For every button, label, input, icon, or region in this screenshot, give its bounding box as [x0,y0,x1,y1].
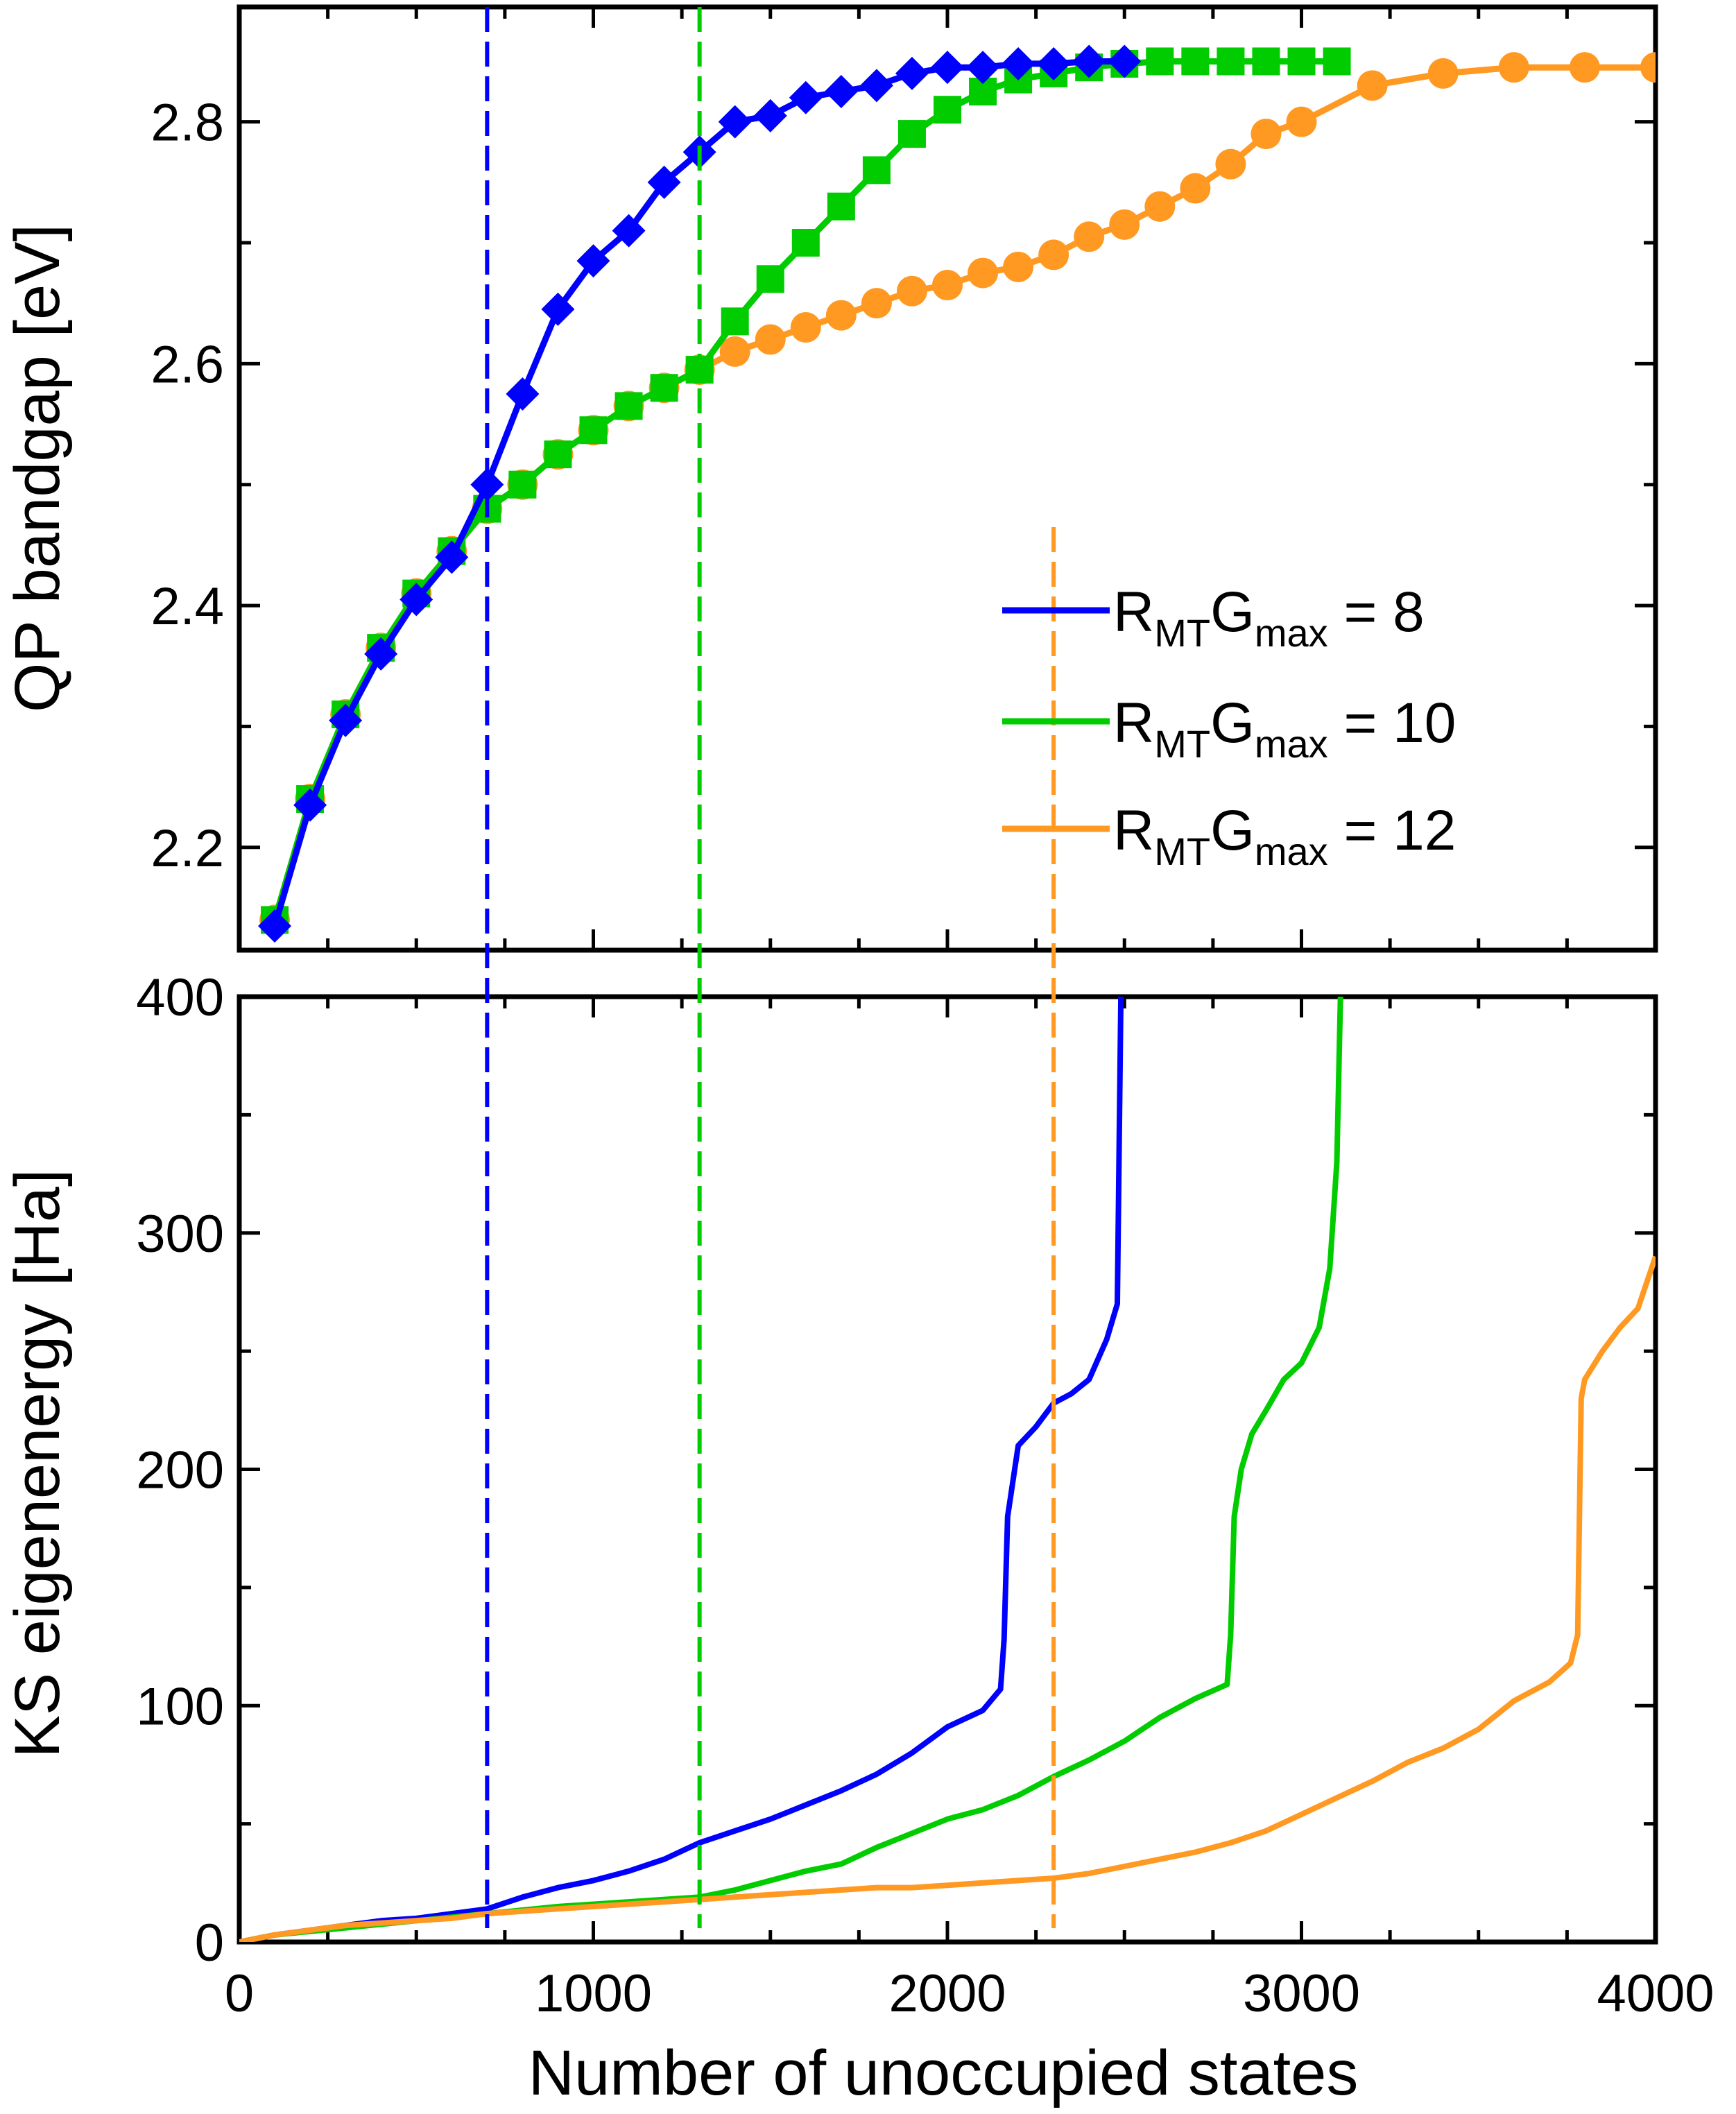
marker-square [1217,47,1245,76]
legend-label-3: RMTGmax = 12 [1113,799,1456,873]
bottom-xtick-label: 3000 [1243,1964,1360,2023]
marker-square [1287,47,1316,76]
marker-square [791,229,820,257]
marker-circle [1074,221,1105,252]
marker-circle [1640,52,1656,83]
bottom-ytick-label: 300 [136,1205,224,1264]
bottom-ytick-label: 100 [136,1677,224,1736]
marker-diamond [576,244,610,278]
top-y-axis-title: QP bandgap [eV] [2,224,73,712]
marker-square [544,440,572,469]
marker-circle [1251,119,1282,150]
marker-circle [1180,173,1211,204]
marker-diamond [718,105,752,139]
marker-square [897,120,926,148]
marker-circle [1109,209,1140,240]
marker-circle [1144,191,1176,222]
marker-diamond [931,51,964,85]
top-ytick-label: 2.2 [151,819,224,878]
bottom-y-axis-title: KS eigenenergy [Ha] [2,1169,73,1758]
marker-circle [719,336,750,367]
marker-square [579,416,608,445]
legend-label-1: RMTGmax = 8 [1113,581,1425,655]
top-series-line-2 [271,58,1337,921]
marker-circle [932,270,963,301]
marker-circle [1003,251,1034,282]
bottom-frame [237,994,1658,1945]
bottom-xtick-label: 4000 [1597,1964,1714,2023]
bottom-xtick-label: 2000 [888,1964,1006,2023]
marker-square [862,156,891,184]
top-ytick-label: 2.4 [151,577,224,636]
bottom-panel: 0 1000 2000 3000 4000 0 100 200 300 400 [136,968,1714,2023]
marker-square [721,307,749,336]
marker-circle [1569,52,1600,83]
marker-circle [861,288,892,319]
x-axis-title: Number of unoccupied states [528,2038,1359,2108]
marker-square [934,96,961,124]
marker-square [615,392,643,420]
marker-diamond [1072,44,1106,78]
bottom-series-line-3 [239,1255,1656,1942]
marker-diamond [612,214,646,248]
bottom-ytick-label: 400 [136,968,224,1027]
marker-diamond [1108,44,1142,78]
marker-diamond [647,165,681,199]
marker-circle [1427,58,1459,89]
legend-label-2: RMTGmax = 10 [1113,691,1456,766]
marker-diamond [364,637,398,671]
bottom-series-line-2 [239,997,1343,1942]
marker-diamond [435,540,469,574]
marker-square [756,265,784,293]
marker-square [1146,47,1174,76]
marker-diamond [1002,46,1035,80]
marker-circle [755,324,786,355]
marker-square [650,374,678,402]
marker-square [508,470,537,499]
marker-circle [1357,70,1388,101]
marker-circle [1038,239,1069,270]
legend: RMTGmax = 8 RMTGmax = 10 RMTGmax = 12 [1002,581,1456,873]
marker-diamond [329,703,363,737]
marker-diamond [258,909,292,943]
top-ytick-label: 2.8 [151,94,224,153]
bottom-ytick-label: 0 [195,1914,224,1973]
threshold-lines [485,7,1056,1928]
marker-diamond [293,788,327,822]
marker-diamond [399,583,433,617]
marker-square [1181,47,1210,76]
marker-circle [896,275,927,307]
marker-diamond [541,292,575,326]
marker-diamond [824,75,858,109]
marker-diamond [506,377,540,411]
marker-diamond [753,98,787,132]
bottom-xtick-label: 0 [225,1964,254,2023]
marker-diamond [966,51,1000,85]
bottom-ytick-label: 200 [136,1441,224,1500]
bottom-series-line-1 [239,997,1124,1942]
top-ytick-label: 2.6 [151,335,224,394]
marker-circle [790,312,821,343]
marker-circle [1498,52,1529,83]
marker-diamond [470,467,504,501]
marker-circle [968,257,999,289]
marker-circle [1286,106,1317,137]
marker-square [827,192,855,221]
marker-diamond [859,69,893,103]
top-series-group [258,44,1656,943]
top-panel: 2.2 2.4 2.6 2.8 [151,4,1658,953]
bottom-xtick-label: 1000 [535,1964,652,2023]
marker-diamond [895,56,929,90]
marker-circle [1215,148,1246,180]
marker-diamond [1037,46,1071,80]
marker-square [1252,47,1280,76]
bottom-series-group [239,997,1656,1942]
marker-circle [825,300,857,331]
marker-diamond [789,80,823,114]
marker-square [1323,47,1351,76]
